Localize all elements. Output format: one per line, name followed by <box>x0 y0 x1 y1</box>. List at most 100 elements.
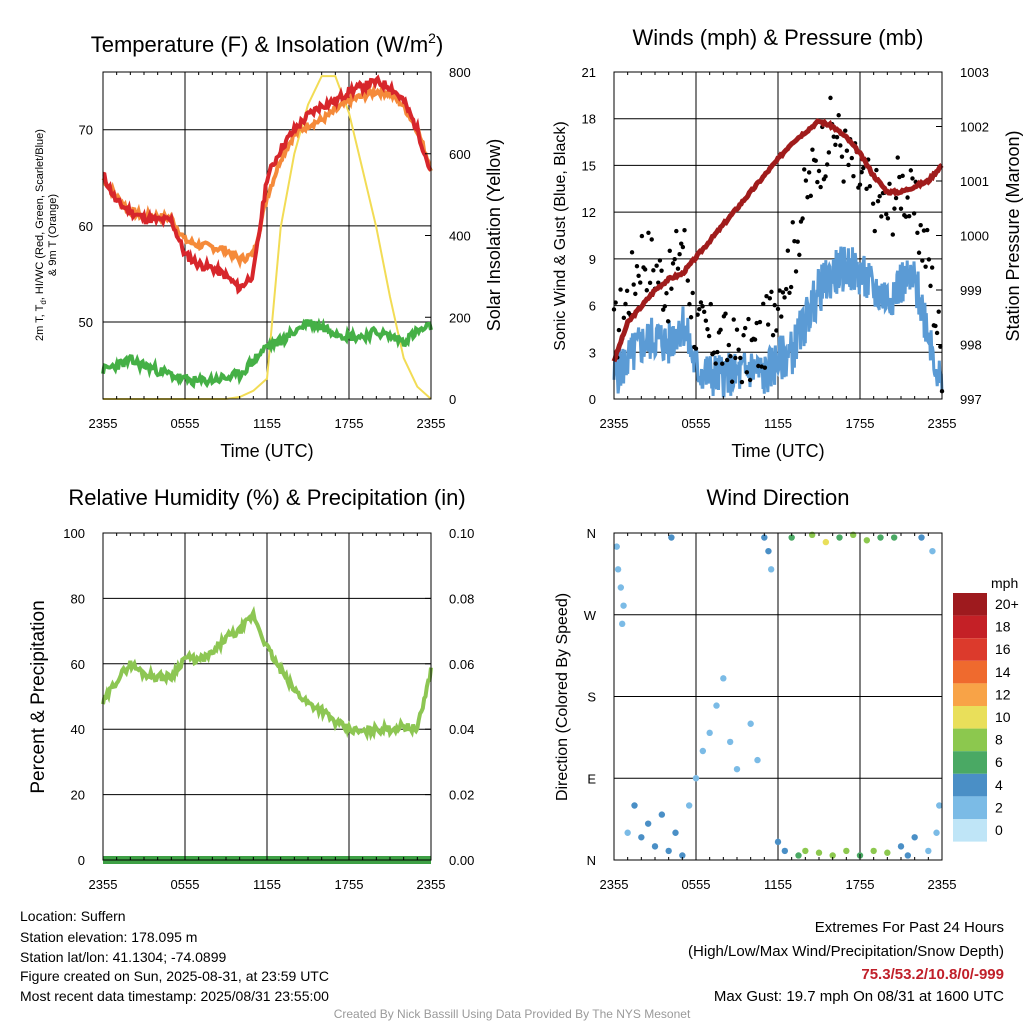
gust-point <box>685 278 690 283</box>
colorbar-swatch <box>953 728 987 752</box>
direction-point <box>774 838 782 846</box>
gust-point <box>928 283 933 289</box>
gust-point <box>621 315 627 321</box>
gust-point <box>731 317 736 322</box>
gust-point <box>782 295 787 300</box>
winds-xtick-label: 0555 <box>682 416 711 431</box>
gust-point <box>908 168 914 173</box>
gust-point <box>818 184 823 190</box>
gust-point <box>669 286 674 291</box>
colorbar: 20+ 18 16 14 12 10 8 6 4 2 0 <box>953 593 1019 842</box>
gust-point <box>674 228 679 234</box>
gust-point <box>734 327 740 332</box>
temp-xtick-label: 1155 <box>253 416 281 431</box>
direction-point <box>668 534 675 541</box>
winds-title: Winds (mph) & Pressure (mb) <box>633 25 924 50</box>
gust-point <box>765 322 771 327</box>
temperature-title: Temperature (F) & Insolation (W/m2) <box>91 30 444 57</box>
direction-point <box>802 847 809 855</box>
gust-point <box>839 154 845 159</box>
info-created: Figure created on Sun, 2025-08-31, at 23… <box>20 968 329 984</box>
gust-point <box>887 181 892 187</box>
gust-point <box>885 216 891 221</box>
gust-point <box>898 206 904 211</box>
humidity-title: Relative Humidity (%) & Precipitation (i… <box>68 485 465 510</box>
gust-point <box>874 167 879 173</box>
direction-point <box>747 720 754 727</box>
gust-point <box>792 239 797 244</box>
gust-point <box>631 282 636 287</box>
direction-point <box>658 811 666 818</box>
winds-ticks: 0 3 6 9 12 15 18 21 997 998 999 1000 1001 1002 1003 235… <box>582 65 989 431</box>
temp-xtick-label: 1755 <box>335 416 364 431</box>
gust-point <box>831 134 836 139</box>
gust-point <box>672 257 677 262</box>
dir-ytick-label: W <box>584 608 597 623</box>
direction-point <box>911 834 918 841</box>
gust-point <box>724 357 730 363</box>
gust-point <box>933 323 938 329</box>
gust-point <box>907 213 912 219</box>
gust-point <box>905 195 910 200</box>
gust-point <box>723 311 728 316</box>
temperature-panel: Temperature (F) & Insolation (W/m2) 2m T… <box>34 30 504 461</box>
direction-point <box>890 534 898 541</box>
colorbar-swatch <box>953 683 987 706</box>
winds-ytick-label: 15 <box>582 158 596 173</box>
gust-point <box>695 312 700 317</box>
rh-xtick-label: 1155 <box>253 877 281 892</box>
direction-point <box>815 849 823 856</box>
gust-point <box>708 301 713 307</box>
gust-point <box>808 193 813 199</box>
gust-point <box>843 128 848 133</box>
gust-point <box>890 232 895 237</box>
gust-point <box>813 158 818 163</box>
gust-point <box>677 252 682 257</box>
colorbar-swatch <box>953 773 987 797</box>
direction-point <box>884 849 891 856</box>
direction-point <box>788 534 795 541</box>
humidity-ylabel: Percent & Precipitation <box>28 600 49 793</box>
gust-point <box>823 174 828 179</box>
direction-point <box>624 829 631 836</box>
gust-point <box>844 148 850 153</box>
credit: Created By Nick Bassill Using Data Provi… <box>333 1007 691 1021</box>
colorbar-swatch <box>953 819 987 842</box>
extremes-subtitle: (High/Low/Max Wind/Precipitation/Snow De… <box>688 943 1004 960</box>
gust-point <box>816 168 822 174</box>
winds-y2label: Station Pressure (Maroon) <box>1003 130 1023 341</box>
gust-point <box>777 288 782 293</box>
gust-point <box>780 290 786 295</box>
dir-ytick-label: S <box>587 690 596 705</box>
colorbar-title: mph <box>991 575 1018 591</box>
direction-point <box>781 847 789 855</box>
rh-ytick-label: 40 <box>71 722 85 737</box>
gust-point <box>764 294 769 299</box>
gust-point <box>828 95 833 101</box>
colorbar-label: 12 <box>995 686 1011 702</box>
direction-point <box>929 547 936 555</box>
gust-point <box>718 327 723 333</box>
gust-point <box>925 227 930 233</box>
winds-lines <box>611 95 945 398</box>
colorbar-label: 4 <box>995 777 1003 793</box>
direction-point <box>699 747 707 755</box>
colorbar-swatch <box>953 796 987 819</box>
winds-grid <box>614 72 942 399</box>
gust-point <box>634 264 640 269</box>
temperature-ticks: 50 60 70 0 200 400 600 800 2355 0555 1155 1755 2355 <box>79 65 471 431</box>
gust-point <box>797 252 802 258</box>
pressure-ytick-label: 998 <box>960 338 982 353</box>
gust-point <box>920 258 925 263</box>
gust-point <box>795 239 800 244</box>
winds-xtick-label: 1755 <box>846 416 875 431</box>
info-recent: Most recent data timestamp: 2025/08/31 2… <box>20 988 329 1004</box>
dewpoint-line <box>101 317 433 390</box>
gust-point <box>697 306 702 312</box>
humidity-grid <box>103 533 431 860</box>
colorbar-label: 8 <box>995 732 1003 748</box>
direction-point <box>706 729 713 737</box>
gust-point <box>726 342 731 348</box>
direction-point <box>936 802 943 809</box>
